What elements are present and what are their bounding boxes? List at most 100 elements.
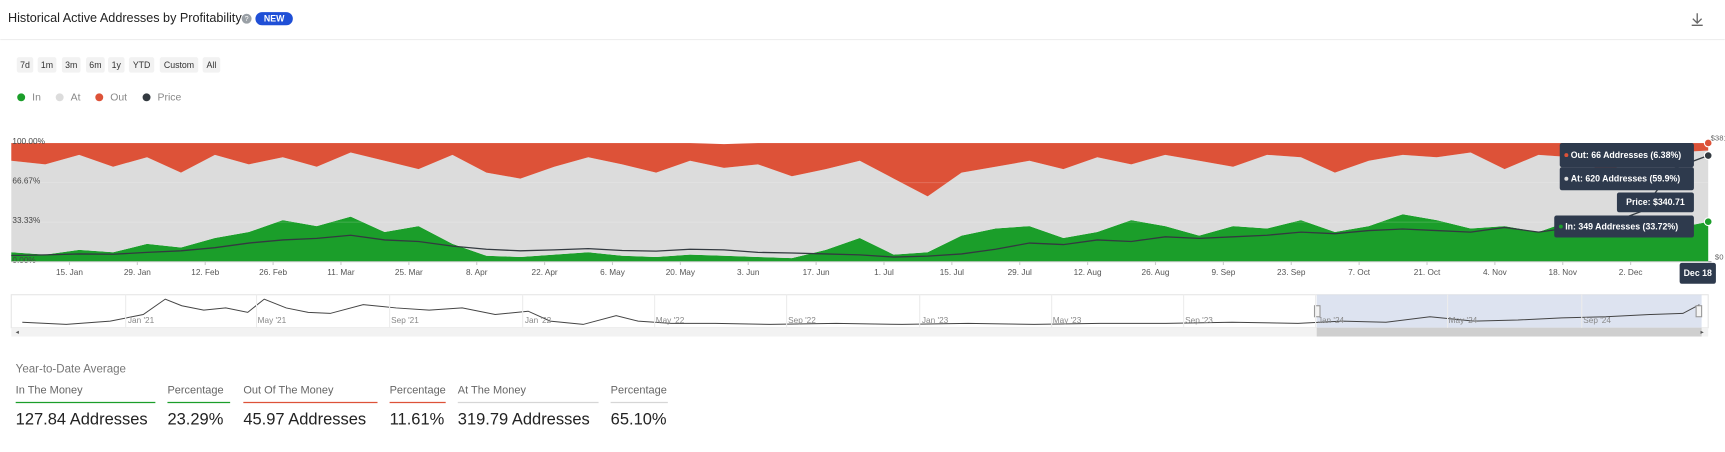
range-button[interactable] (159, 57, 199, 73)
x-tick-label: 12. Feb (191, 268, 219, 277)
navigator-handle-left[interactable] (1313, 305, 1321, 318)
navigator-label: May '22 (656, 316, 685, 325)
tooltip-box (1559, 142, 1694, 168)
range-button[interactable] (16, 57, 34, 73)
summary-label: In The Money (16, 384, 83, 396)
x-tick-label: 23. Sep (1277, 268, 1306, 277)
x-tick-label: 29. Jan (124, 268, 151, 277)
range-button-label: 7d (20, 60, 30, 70)
scroll-right-arrow[interactable]: ▸ (1701, 329, 1705, 336)
legend-marker (95, 93, 104, 102)
navigator-label: Sep '21 (391, 316, 419, 325)
price-line (11, 154, 1709, 258)
navigator-label: Sep '22 (788, 316, 816, 325)
x-tick-label: 3. Jun (737, 268, 760, 277)
x-tick-label: 11. Mar (327, 268, 355, 277)
summary-label: Percentage (611, 384, 667, 396)
scrollbar-track[interactable] (11, 327, 1709, 337)
scroll-left-arrow[interactable]: ◂ (16, 329, 20, 336)
range-button-label: Custom (164, 60, 194, 70)
download-glyph (1691, 13, 1703, 26)
summary-value: 11.61% (390, 410, 445, 428)
legend: In At Out Price (17, 93, 182, 104)
range-button-label: 3m (65, 60, 77, 70)
tooltip-dot (1564, 176, 1569, 181)
y-tick-label: 0.00% (12, 256, 36, 265)
scrollbar-thumb[interactable] (1316, 327, 1702, 337)
tooltip: Out: 66 Addresses (6.38%) At: 620 Address… (1554, 142, 1716, 284)
x-tick-label: 7. Oct (1348, 268, 1371, 277)
navigator-label: Sep '24 (1583, 316, 1611, 325)
price-hover-point (1703, 151, 1713, 160)
legend-marker (17, 93, 26, 102)
navigator-line (22, 298, 1700, 325)
area-out (11, 142, 1709, 197)
summary-label: Percentage (390, 384, 446, 396)
tooltip-text: Out: 66 Addresses (6.38%) (1571, 150, 1682, 160)
range-button-label: YTD (133, 60, 151, 70)
x-tick-label: 1. Jul (874, 268, 894, 277)
x-tick-label: 6. May (600, 268, 626, 277)
navigator-label: Jan '23 (922, 316, 949, 325)
help-icon[interactable] (241, 13, 252, 24)
range-button[interactable] (61, 57, 81, 73)
range-button[interactable] (86, 57, 105, 73)
range-button[interactable] (128, 57, 155, 73)
y2-tick-label: $381 (1711, 134, 1725, 143)
summary-value: 319.79 Addresses (458, 410, 590, 428)
x-tick-label: 8. Apr (466, 268, 488, 277)
summary: Year-to-Date Average In The Money 127.84 A… (15, 364, 668, 428)
summary-value: 127.84 Addresses (16, 410, 148, 428)
card-title: Historical Active Addresses by Profitabi… (8, 11, 242, 25)
range-button-label: 1y (112, 60, 122, 70)
x-tick-label: 20. May (666, 268, 696, 277)
x-tick-label: 15. Jul (940, 268, 964, 277)
help-icon-glyph: ? (245, 15, 249, 23)
summary-value: 65.10% (611, 410, 667, 428)
download-icon[interactable] (1691, 13, 1703, 26)
navigator-label: May '21 (258, 316, 287, 325)
navigator-handle-right[interactable] (1695, 305, 1703, 318)
y2-tick-label: $0 (1715, 252, 1724, 261)
tooltip-box (1554, 215, 1694, 238)
x-tick-label: 26. Feb (259, 268, 287, 277)
y-tick-label: 66.67% (12, 177, 41, 186)
y-tick-label: 100.00% (12, 137, 45, 146)
summary-heading: Year-to-Date Average (16, 364, 126, 376)
legend-label: Out (110, 93, 127, 104)
area-in (11, 214, 1709, 262)
x-tick-label: 12. Aug (1074, 268, 1102, 277)
range-button-label: All (207, 60, 217, 70)
summary-label: Out Of The Money (243, 384, 334, 396)
hover-point (1703, 217, 1713, 227)
x-tick-label: 4. Nov (1483, 268, 1508, 277)
navigator-label: Jan '22 (525, 316, 552, 325)
x-tick-label: 22. Apr (532, 268, 558, 277)
navigator-label: Sep '23 (1185, 316, 1213, 325)
tooltip-text: Dec 18 (1684, 268, 1712, 278)
range-button[interactable] (37, 57, 57, 73)
range-button[interactable] (202, 57, 221, 73)
tooltip-text: In: 349 Addresses (33.72%) (1565, 221, 1678, 231)
legend-label: At (71, 93, 81, 104)
legend-marker (55, 93, 64, 102)
area-at (11, 150, 1709, 259)
tooltip-box (1616, 192, 1694, 213)
range-buttons: 7d 1m 3m 6m 1y YTD Custom All (16, 57, 221, 73)
range-button-label: 1m (41, 60, 53, 70)
range-button[interactable] (108, 57, 125, 73)
hover-point (1703, 138, 1713, 148)
tooltip-text: At: 620 Addresses (59.9%) (1571, 174, 1681, 184)
navigator-selection[interactable] (1316, 294, 1702, 328)
navigator-label: May '24 (1449, 316, 1478, 325)
x-tick-label: 21. Oct (1414, 268, 1441, 277)
new-badge (255, 12, 293, 26)
badge-text: NEW (264, 14, 285, 24)
x-tick-label: 9. Sep (1211, 268, 1235, 277)
range-button-label: 6m (89, 60, 101, 70)
y-tick-label: 33.33% (12, 216, 41, 225)
navigator-label: May '23 (1053, 316, 1082, 325)
tooltip-text: Price: $340.71 (1626, 197, 1685, 207)
